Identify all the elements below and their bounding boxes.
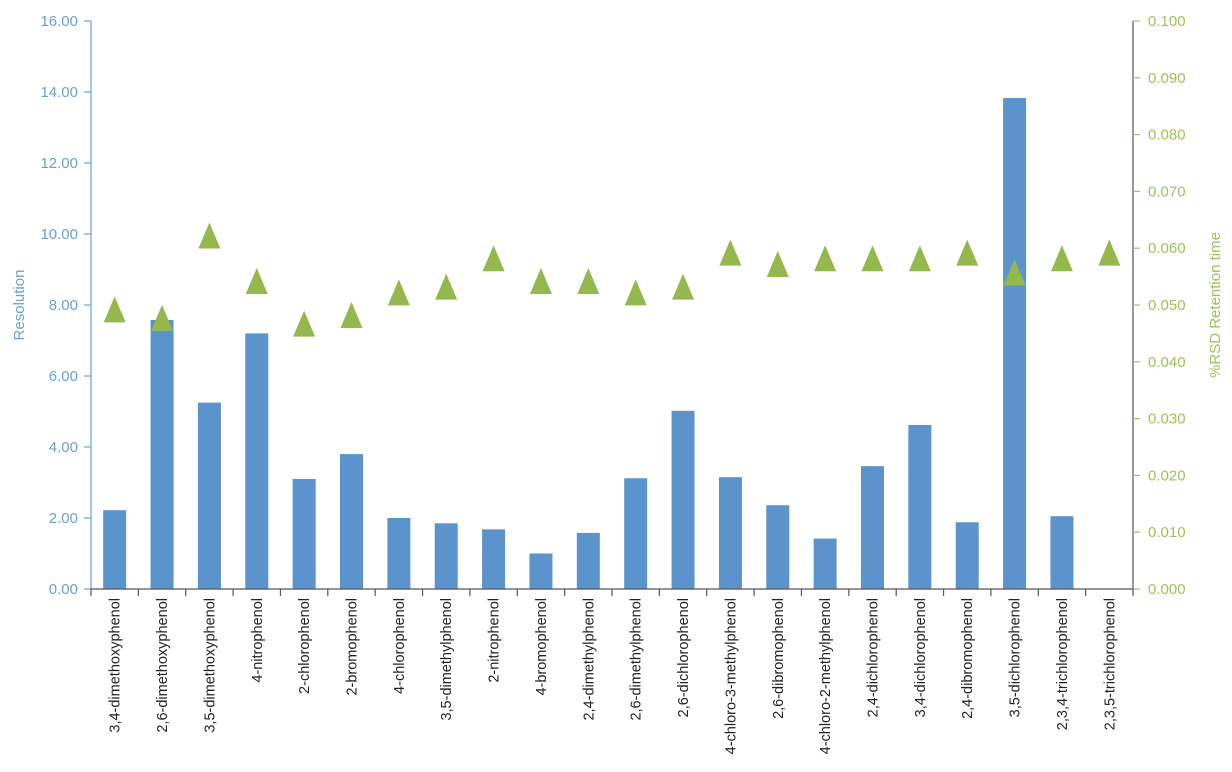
y-tick-label-left: 8.00	[49, 297, 78, 314]
x-tick-label: 4-chloro-3-methylphenol	[723, 598, 739, 754]
triangle-marker	[340, 302, 363, 329]
y-tick-label-left: 4.00	[49, 439, 78, 456]
x-tick-label: 2-chlorophenol	[297, 598, 313, 694]
y-axis-title-left: Resolution	[11, 270, 28, 341]
bar	[955, 522, 979, 589]
triangle-marker	[1003, 259, 1026, 286]
x-tick-label: 4-bromophenol	[534, 598, 550, 696]
triangle-marker	[529, 267, 552, 294]
bar	[340, 454, 363, 589]
y-tick-label-left: 10.00	[40, 226, 78, 243]
x-tick-label: 2-nitrophenol	[487, 598, 503, 683]
triangle-marker	[861, 245, 884, 272]
y-tick-label-right: 0.070	[1148, 183, 1186, 200]
x-tick-label: 3,4-dimethoxyphenol	[108, 598, 124, 733]
bar	[103, 510, 127, 589]
y-tick-label-right: 0.020	[1148, 467, 1186, 484]
bar	[387, 518, 411, 589]
y-tick-label-right: 0.040	[1148, 354, 1186, 371]
x-tick-label: 2,6-dimethoxyphenol	[155, 598, 171, 733]
labels-layer: 0.00 2.00 4.00 6.00 8.00 10.00 12.00 14.00 16.00…	[40, 13, 1185, 754]
x-tick-label: 2,6-dimethylphenol	[629, 598, 645, 721]
bar	[434, 523, 458, 589]
x-tick-label: 3,4-dichlorophenol	[913, 598, 929, 717]
triangle-marker	[245, 267, 268, 294]
triangle-marker	[1098, 239, 1121, 266]
triangle-marker	[766, 250, 789, 277]
y-tick-label-right: 0.080	[1148, 127, 1186, 144]
x-tick-label: 2,6-dichlorophenol	[676, 598, 692, 717]
y-tick-label-right: 0.050	[1148, 297, 1186, 314]
y-tick-label-right: 0.060	[1148, 240, 1186, 257]
bar	[576, 532, 600, 589]
triangle-marker	[719, 239, 742, 266]
y-tick-label-right: 0.030	[1148, 411, 1186, 428]
y-tick-label-right: 0.100	[1148, 13, 1186, 30]
bar	[718, 477, 742, 589]
x-tick-label: 2,3,4-trichlorophenol	[1055, 598, 1071, 730]
x-tick-label: 3,5-dichlorophenol	[1008, 598, 1024, 717]
x-tick-label: 2-bromophenol	[345, 598, 361, 696]
triangle-marker	[293, 310, 316, 337]
bar	[1003, 98, 1027, 589]
y-tick-label-left: 12.00	[40, 155, 78, 172]
x-tick-label: 2,4-dichlorophenol	[866, 598, 882, 717]
bar	[292, 478, 316, 589]
bar	[150, 319, 174, 589]
y-axis-title-right: %RSD Retention time	[1207, 232, 1224, 378]
axes-layer	[84, 20, 1140, 596]
bar	[1050, 516, 1074, 589]
triangle-marker	[435, 273, 458, 300]
bar	[482, 529, 506, 589]
y-tick-label-left: 0.00	[49, 581, 78, 598]
triangle-marker	[198, 222, 221, 249]
bar	[197, 402, 221, 589]
triangle-marker	[672, 273, 695, 300]
y-tick-label-left: 14.00	[40, 84, 78, 101]
bar	[813, 538, 837, 589]
x-tick-label: 2,4-dibromophenol	[960, 598, 976, 719]
triangle-marker	[814, 245, 837, 272]
bars-layer	[103, 98, 1074, 589]
triangle-marker	[577, 267, 600, 294]
x-tick-label: 2,4-dimethylphenol	[581, 598, 597, 721]
triangle-marker	[1050, 245, 1073, 272]
x-tick-label: 3,5-dimethoxyphenol	[202, 598, 218, 733]
x-tick-label: 2,3,5-trichlorophenol	[1102, 598, 1118, 730]
bar	[908, 424, 932, 589]
triangle-marker	[956, 239, 979, 266]
y-tick-label-right: 0.090	[1148, 70, 1186, 87]
bar	[671, 410, 695, 589]
bar	[861, 466, 884, 589]
bar	[766, 505, 790, 589]
bar	[529, 553, 553, 589]
x-tick-label: 4-chloro-2-methylphenol	[818, 598, 834, 754]
bar	[245, 333, 269, 589]
y-tick-label-right: 0.000	[1148, 581, 1186, 598]
x-tick-label: 4-chlorophenol	[392, 598, 408, 694]
y-tick-label-left: 6.00	[49, 368, 78, 385]
y-tick-label-right: 0.010	[1148, 524, 1186, 541]
triangle-marker	[482, 245, 505, 272]
x-tick-label: 2,6-dibromophenol	[771, 598, 787, 719]
triangle-marker	[908, 245, 931, 272]
x-tick-label: 4-nitrophenol	[250, 598, 266, 683]
triangle-marker	[103, 296, 126, 323]
bar	[624, 478, 648, 589]
markers-layer	[103, 222, 1121, 337]
y-tick-label-left: 2.00	[49, 510, 78, 527]
triangle-marker	[387, 279, 410, 306]
triangle-marker	[151, 304, 174, 331]
triangle-marker	[624, 279, 647, 306]
x-tick-label: 3,5-dimethylphenol	[439, 598, 455, 721]
y-tick-label-left: 16.00	[40, 13, 78, 30]
